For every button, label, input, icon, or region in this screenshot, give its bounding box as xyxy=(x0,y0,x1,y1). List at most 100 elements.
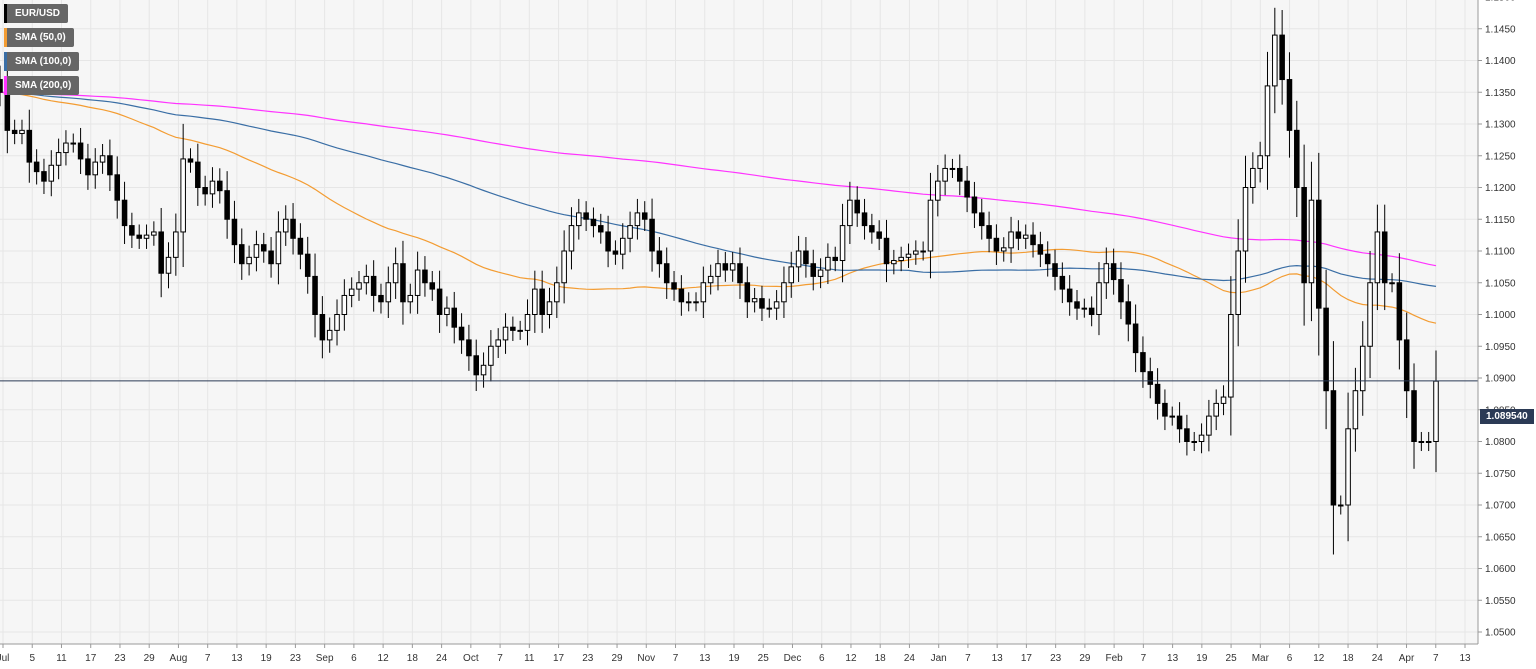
x-tick-label: 29 xyxy=(1079,653,1091,664)
candle-body xyxy=(649,218,655,252)
y-tick-label: 1.1350 xyxy=(1485,88,1516,99)
x-tick-label: 25 xyxy=(758,653,770,664)
candle-body xyxy=(502,326,509,341)
candle-body xyxy=(861,212,868,227)
candle-body xyxy=(165,256,172,274)
x-tick-label: 5 xyxy=(29,653,35,664)
legend-item-sma-100[interactable]: SMA (100,0) xyxy=(4,52,80,71)
candle-body xyxy=(312,275,318,315)
candle-body xyxy=(1074,301,1080,309)
candle-body xyxy=(532,288,538,316)
x-tick-label: 13 xyxy=(1459,653,1471,664)
x-tick-label: 17 xyxy=(85,653,97,664)
x-tick-label: 7 xyxy=(965,653,971,664)
candle-body xyxy=(832,256,838,262)
y-tick-label: 1.0750 xyxy=(1485,469,1516,480)
candle-body xyxy=(722,263,729,271)
candle-body xyxy=(935,180,941,201)
candle-body xyxy=(1250,167,1256,188)
candle-body xyxy=(1337,504,1344,507)
y-tick-label: 1.0500 xyxy=(1485,628,1516,639)
candle-body xyxy=(788,266,795,284)
candle-body xyxy=(326,329,333,341)
candle-body xyxy=(488,345,494,366)
candle-body xyxy=(986,225,992,239)
candle-body xyxy=(524,314,531,331)
x-tick-label: 17 xyxy=(1021,653,1033,664)
legend-item-sma-200[interactable]: SMA (200,0) xyxy=(4,76,80,95)
candle-body xyxy=(55,152,62,166)
candle-body xyxy=(319,314,326,341)
candle-body xyxy=(92,161,99,176)
y-tick-label: 1.1300 xyxy=(1485,120,1516,131)
candle-body xyxy=(275,231,282,265)
y-tick-label: 1.1200 xyxy=(1485,183,1516,194)
candle-body xyxy=(949,167,956,170)
x-tick-label: 19 xyxy=(728,653,740,664)
sma-100-line xyxy=(0,91,1437,287)
x-tick-label: 24 xyxy=(436,653,448,664)
x-tick-label: 7 xyxy=(497,653,503,664)
legend-item-sma-50[interactable]: SMA (50,0) xyxy=(4,28,74,47)
candle-body xyxy=(143,234,150,239)
candle-body xyxy=(1030,234,1036,246)
candle-body xyxy=(451,307,458,328)
candle-body xyxy=(1191,441,1197,443)
x-tick-label: 12 xyxy=(378,653,390,664)
legend-label: SMA (200,0) xyxy=(15,80,72,91)
y-tick-label: 1.0900 xyxy=(1485,374,1516,385)
x-tick-label: 13 xyxy=(992,653,1004,664)
candle-body xyxy=(114,174,120,201)
candle-body xyxy=(370,275,377,296)
y-axis: 1.16001.15501.15001.14501.14001.13501.13… xyxy=(1477,0,1516,644)
candle-body xyxy=(803,250,809,265)
candle-body xyxy=(290,218,296,239)
candle-body xyxy=(180,158,186,233)
candle-body xyxy=(429,282,436,290)
candle-body xyxy=(473,355,479,376)
legend-item-eurusd[interactable]: EUR/USD xyxy=(4,4,69,23)
x-tick-label: 18 xyxy=(875,653,887,664)
y-tick-label: 1.1400 xyxy=(1485,56,1516,67)
x-tick-label: 6 xyxy=(351,653,357,664)
legend-label: EUR/USD xyxy=(15,8,61,19)
candle-body xyxy=(561,250,567,284)
candle-body xyxy=(77,142,84,160)
candle-body xyxy=(678,288,685,303)
candle-body xyxy=(700,282,707,303)
plot-background xyxy=(0,0,1478,644)
x-tick-label: 13 xyxy=(1167,653,1179,664)
candle-body xyxy=(1228,314,1234,398)
candle-body xyxy=(341,294,348,316)
candle-body xyxy=(1242,187,1249,252)
candle-body xyxy=(773,301,780,309)
candle-body xyxy=(246,256,252,265)
candle-body xyxy=(129,225,135,236)
candle-body xyxy=(334,314,340,331)
candle-body xyxy=(1330,390,1337,506)
candle-body xyxy=(883,237,890,265)
candle-body xyxy=(1323,307,1329,392)
candle-body xyxy=(480,364,487,376)
candle-body xyxy=(641,212,648,220)
candle-body xyxy=(297,237,304,255)
candle-body xyxy=(48,164,55,182)
candle-body xyxy=(1316,199,1322,309)
legend-label: SMA (100,0) xyxy=(15,56,72,67)
candle-body xyxy=(766,307,773,310)
candle-body xyxy=(978,212,985,227)
candle-body xyxy=(1425,441,1432,443)
candle-body xyxy=(85,158,91,176)
candle-body xyxy=(1140,352,1146,373)
candle-body xyxy=(1403,339,1410,392)
candle-body xyxy=(510,326,516,331)
x-tick-label: Mar xyxy=(1252,653,1270,664)
candle-body xyxy=(1206,415,1212,436)
candle-body xyxy=(1184,428,1190,442)
x-tick-label: 13 xyxy=(699,653,711,664)
y-tick-label: 1.0950 xyxy=(1485,342,1516,353)
candle-body xyxy=(1294,129,1300,189)
candle-body xyxy=(1301,187,1307,284)
candle-body xyxy=(1272,34,1278,87)
